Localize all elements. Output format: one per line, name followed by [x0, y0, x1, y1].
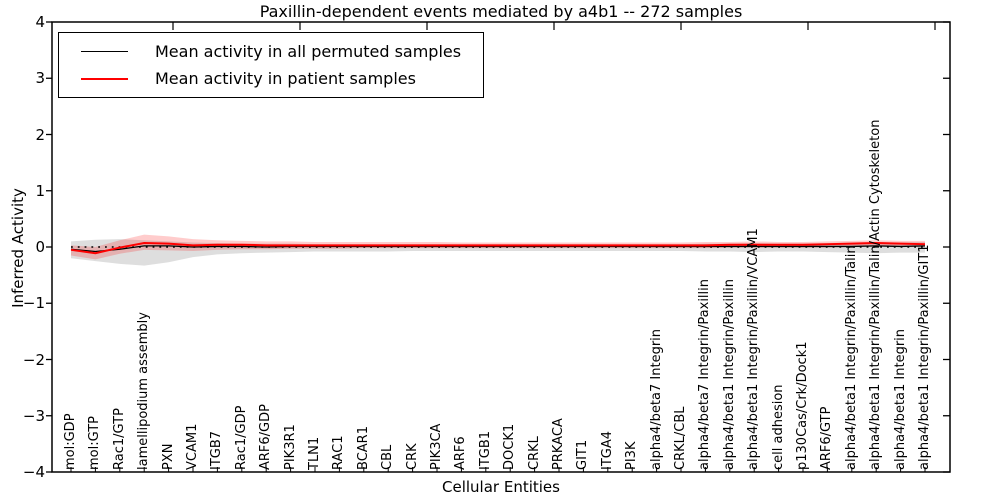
x-tick-label: lamellipodium assembly	[136, 312, 152, 470]
x-tick-label: GIT1	[575, 439, 591, 470]
x-tick-label: ITGB1	[477, 430, 493, 470]
permuted-mean-line	[70, 245, 926, 253]
x-tick-label: mol:GDP	[63, 413, 78, 470]
y-tick-label: −2	[22, 350, 45, 369]
y-axis-label: Inferred Activity	[9, 188, 27, 308]
legend-item-patient: Mean activity in patient samples	[59, 69, 483, 88]
legend: Mean activity in all permuted samples Me…	[58, 32, 484, 98]
x-tick-label: PIK3CA	[429, 423, 444, 470]
x-tick-label: alpha4/beta1 Integrin/Paxillin/VCAM1	[746, 228, 762, 470]
chart-title: Paxillin-dependent events mediated by a4…	[259, 2, 743, 21]
x-tick-label: ARF6/GTP	[819, 406, 835, 470]
y-tick-label: −3	[22, 406, 45, 425]
x-tick-label: BCAR1	[355, 426, 371, 470]
x-tick-label: alpha4/beta7 Integrin	[648, 328, 664, 470]
x-tick-label: CRKL/CBL	[673, 406, 688, 471]
y-tick-label: 0	[35, 238, 45, 256]
x-tick-label: alpha4/beta1 Integrin/Paxillin/Talin/Act…	[868, 119, 884, 470]
legend-label: Mean activity in all permuted samples	[155, 42, 462, 61]
x-tick-label: CRKL	[526, 436, 542, 470]
x-tick-label: PXN	[160, 443, 176, 470]
x-tick-label: alpha4/beta1 Integrin	[892, 328, 908, 470]
x-tick-label: alpha4/beta1 Integrin/Paxillin/Talin	[843, 245, 859, 470]
x-tick-label: alpha4/beta7 Integrin/Paxillin	[697, 278, 713, 470]
x-tick-label: RAC1	[331, 435, 347, 470]
y-tick-label: 2	[35, 125, 45, 144]
patient-mean-line	[70, 242, 926, 255]
x-tick-label: VCAM1	[185, 423, 200, 470]
y-tick-label: −1	[22, 294, 45, 313]
red-line-sample-icon	[81, 77, 128, 80]
x-tick-label: mol:GTP	[87, 416, 103, 470]
legend-label: Mean activity in patient samples	[155, 69, 416, 88]
x-tick-label: Rac1/GTP	[111, 408, 127, 470]
x-tick-label: PIK3R1	[282, 424, 298, 470]
y-tick-label: 1	[35, 181, 45, 200]
y-tick-label: 3	[35, 69, 45, 88]
x-tick-label: DOCK1	[502, 423, 518, 470]
x-tick-label: alpha4/beta1 Integrin/Paxillin	[721, 278, 737, 470]
x-tick-label: CBL	[380, 444, 396, 470]
x-tick-label: cell adhesion	[770, 384, 786, 470]
black-line-sample-icon	[81, 51, 128, 52]
x-tick-label: alpha4/beta1 Integrin/Paxillin/GIT1	[917, 244, 932, 470]
x-tick-label: CRK	[404, 443, 420, 470]
x-tick-label: PRKACA	[551, 418, 566, 470]
x-axis-label: Cellular Entities	[442, 478, 560, 496]
x-tick-label: PI3K	[624, 441, 640, 470]
x-tick-label: p130Cas/Crk/Dock1	[795, 341, 810, 470]
x-tick-label: ITGA4	[599, 430, 615, 470]
y-tick-label: 4	[35, 13, 45, 31]
x-tick-label: Rac1/GDP	[233, 405, 249, 470]
y-tick-label: −4	[22, 463, 45, 481]
x-tick-label: ARF6	[453, 436, 469, 470]
x-tick-label: ARF6/GDP	[258, 404, 274, 470]
x-tick-label: TLN1	[307, 436, 322, 470]
legend-item-permuted: Mean activity in all permuted samples	[59, 42, 483, 61]
x-tick-label: ITGB7	[209, 430, 225, 470]
